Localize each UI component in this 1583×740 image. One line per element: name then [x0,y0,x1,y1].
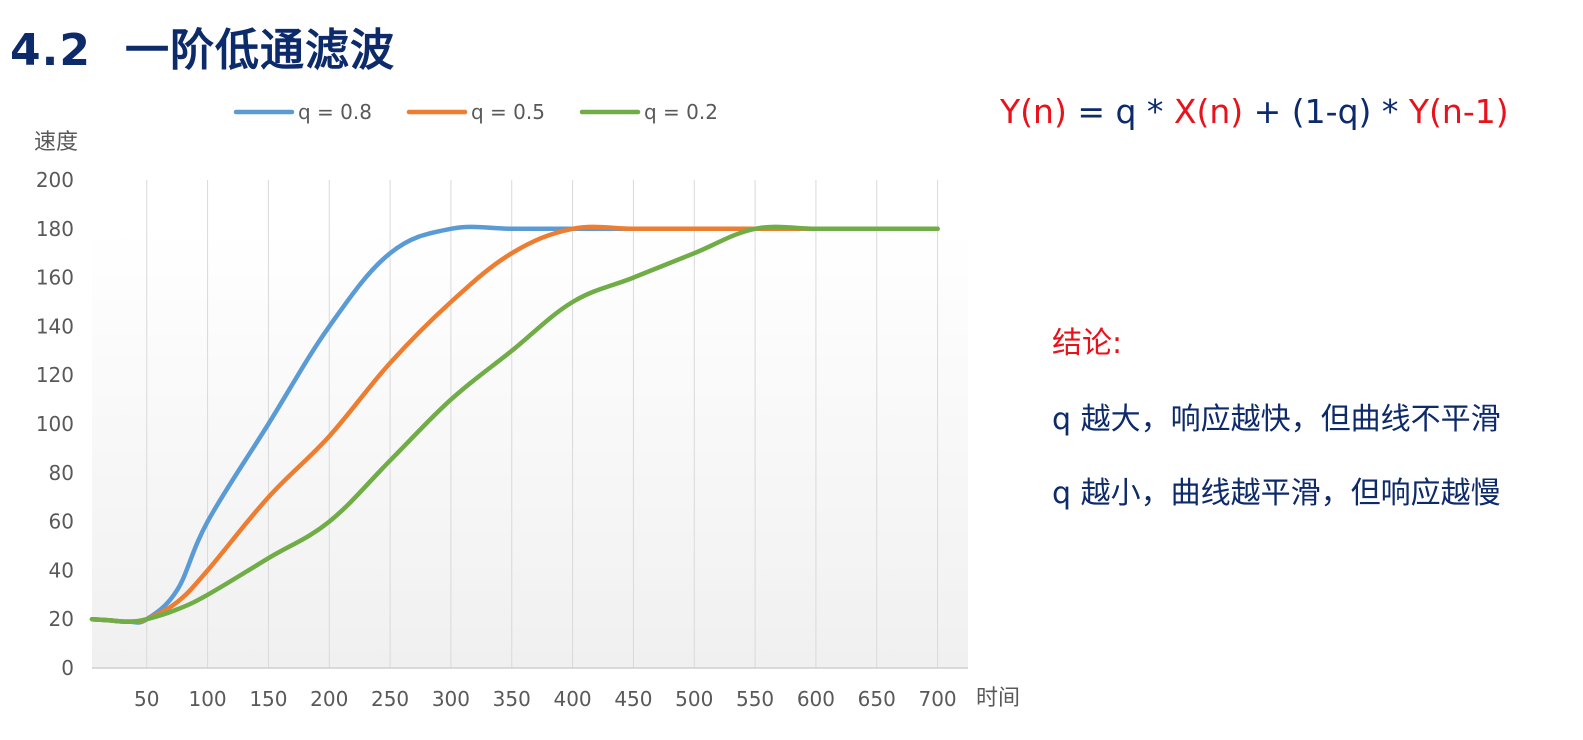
y-tick-label: 200 [36,168,74,192]
formula-x-n: X(n) [1173,92,1244,131]
conclusion-line-large-q: q 越大，响应越快，但曲线不平滑 [1052,402,1501,437]
x-tick-label: 700 [918,687,956,711]
y-tick-label: 40 [49,558,74,582]
x-tick-label: 50 [134,687,159,711]
x-tick-label: 350 [493,687,531,711]
x-tick-label: 650 [858,687,896,711]
filter-formula: Y(n) = q * X(n) + (1-q) * Y(n-1) [1000,92,1509,131]
y-tick-label: 180 [36,217,74,241]
formula-eq-q: = q * [1066,92,1174,131]
slide-title: 4.2 一阶低通滤波 [10,14,395,78]
y-tick-label: 120 [36,363,74,387]
y-tick-label: 20 [49,607,74,631]
x-tick-label: 200 [310,687,348,711]
x-tick-label: 400 [553,687,591,711]
x-tick-label: 500 [675,687,713,711]
legend-label: q = 0.8 [298,100,372,124]
legend-label: q = 0.5 [471,100,545,124]
x-tick-label: 550 [736,687,774,711]
y-tick-label: 80 [49,461,74,485]
plot-area [92,228,968,669]
y-tick-label: 100 [36,412,74,436]
conclusion-heading: 结论: [1052,326,1123,361]
x-tick-label: 150 [249,687,287,711]
x-tick-label: 600 [797,687,835,711]
series-line-3 [89,224,940,624]
line-chart: 50 100 150 200 250 300 350 400 450 500 550 600 650 70… [34,100,1020,711]
formula-y-n: Y(n) [1000,92,1067,131]
x-axis-label: 时间 [976,686,1020,711]
legend-label: q = 0.2 [644,100,718,124]
y-tick-label: 0 [61,656,74,680]
x-tick-label: 100 [188,687,226,711]
x-tick-label: 250 [371,687,409,711]
y-tick-label: 140 [36,314,74,338]
x-tick-label: 300 [432,687,470,711]
formula-mid: + (1-q) * [1243,92,1409,131]
y-tick-label: 160 [36,266,74,290]
y-axis-label: 速度 [34,130,78,155]
section-number: 4.2 [10,25,91,76]
formula-y-prev: Y(n-1) [1408,92,1509,131]
x-tick-label: 450 [614,687,652,711]
y-tick-label: 60 [49,510,74,534]
conclusion-line-small-q: q 越小，曲线越平滑，但响应越慢 [1052,476,1501,511]
section-title: 一阶低通滤波 [124,25,395,76]
